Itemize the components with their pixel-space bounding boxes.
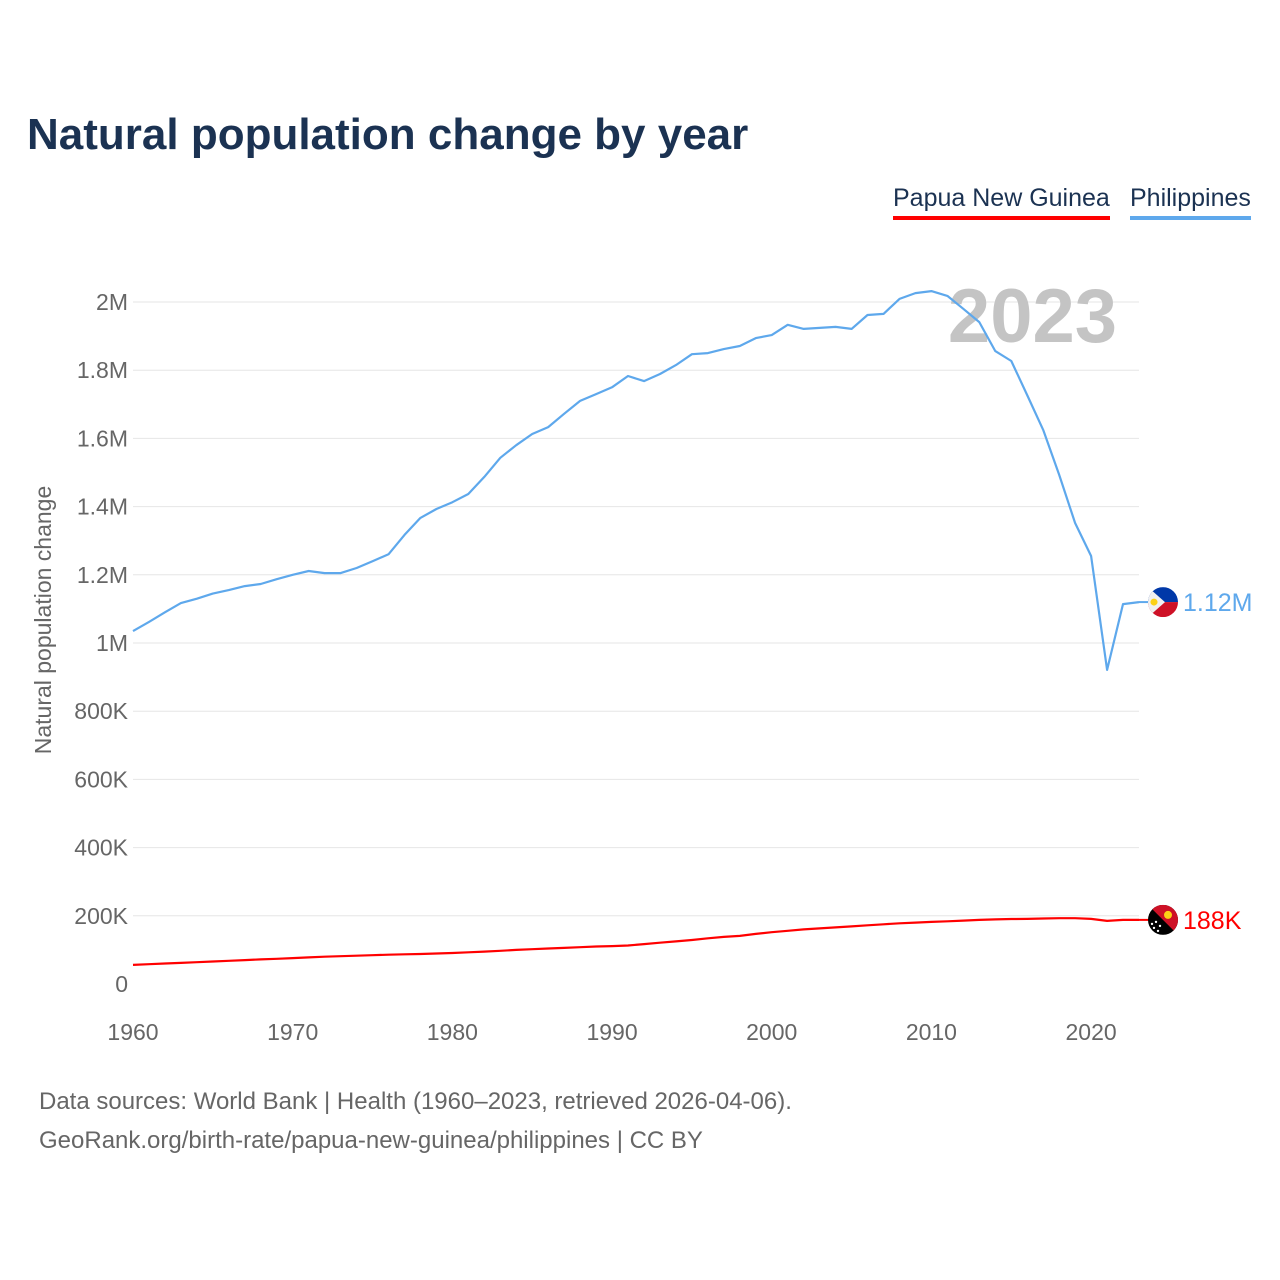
x-tick-label: 1980: [427, 1019, 478, 1045]
y-tick-label: 2M: [96, 289, 128, 315]
year-annotation: 2023: [948, 274, 1117, 359]
x-tick-label: 2020: [1066, 1019, 1117, 1045]
x-tick-label: 2010: [906, 1019, 957, 1045]
y-axis: 0 200K 400K 600K 800K 1M 1.2M 1.4M 1.6M 1.8M 2M: [74, 289, 128, 997]
source-text: Data sources: World Bank | Health (1960–…: [39, 1088, 792, 1115]
x-tick-label: 1970: [267, 1019, 318, 1045]
end-value-label: 188K: [1183, 907, 1242, 935]
x-tick-label: 1990: [586, 1019, 637, 1045]
x-tick-label: 1960: [107, 1019, 158, 1045]
end-labels: 188K 1.12M: [1139, 587, 1252, 935]
credit-text: GeoRank.org/birth-rate/papua-new-guinea/…: [39, 1127, 703, 1154]
y-tick-label: 0: [115, 971, 128, 997]
y-tick-label: 400K: [74, 835, 128, 861]
y-tick-label: 1M: [96, 630, 128, 656]
series-lines: [132, 290, 1140, 966]
y-tick-label: 1.8M: [77, 357, 128, 383]
gridlines: [133, 301, 1139, 985]
y-tick-label: 1.2M: [77, 562, 128, 588]
legend-item-papua-new-guinea[interactable]: Papua New Guinea: [893, 184, 1110, 220]
y-tick-label: 200K: [74, 903, 128, 929]
y-tick-label: 800K: [74, 698, 128, 724]
x-tick-label: 2000: [746, 1019, 797, 1045]
end-value-label: 1.12M: [1183, 589, 1252, 617]
y-tick-label: 1.4M: [77, 494, 128, 520]
y-tick-label: 1.6M: [77, 425, 128, 451]
y-tick-label: 600K: [74, 766, 128, 792]
papua-new-guinea-flag-icon: [1148, 904, 1178, 935]
legend-item-philippines[interactable]: Philippines: [1130, 184, 1251, 220]
y-axis-label: Natural population change: [30, 486, 56, 755]
philippines-flag-icon: [1148, 587, 1178, 618]
chart-title: Natural population change by year: [27, 110, 749, 159]
series-line-papua-new-guinea: [132, 917, 1139, 966]
series-line-philippines: [132, 290, 1140, 671]
x-axis: 1960 1970 1980 1990 2000 2010 2020: [107, 1019, 1116, 1045]
